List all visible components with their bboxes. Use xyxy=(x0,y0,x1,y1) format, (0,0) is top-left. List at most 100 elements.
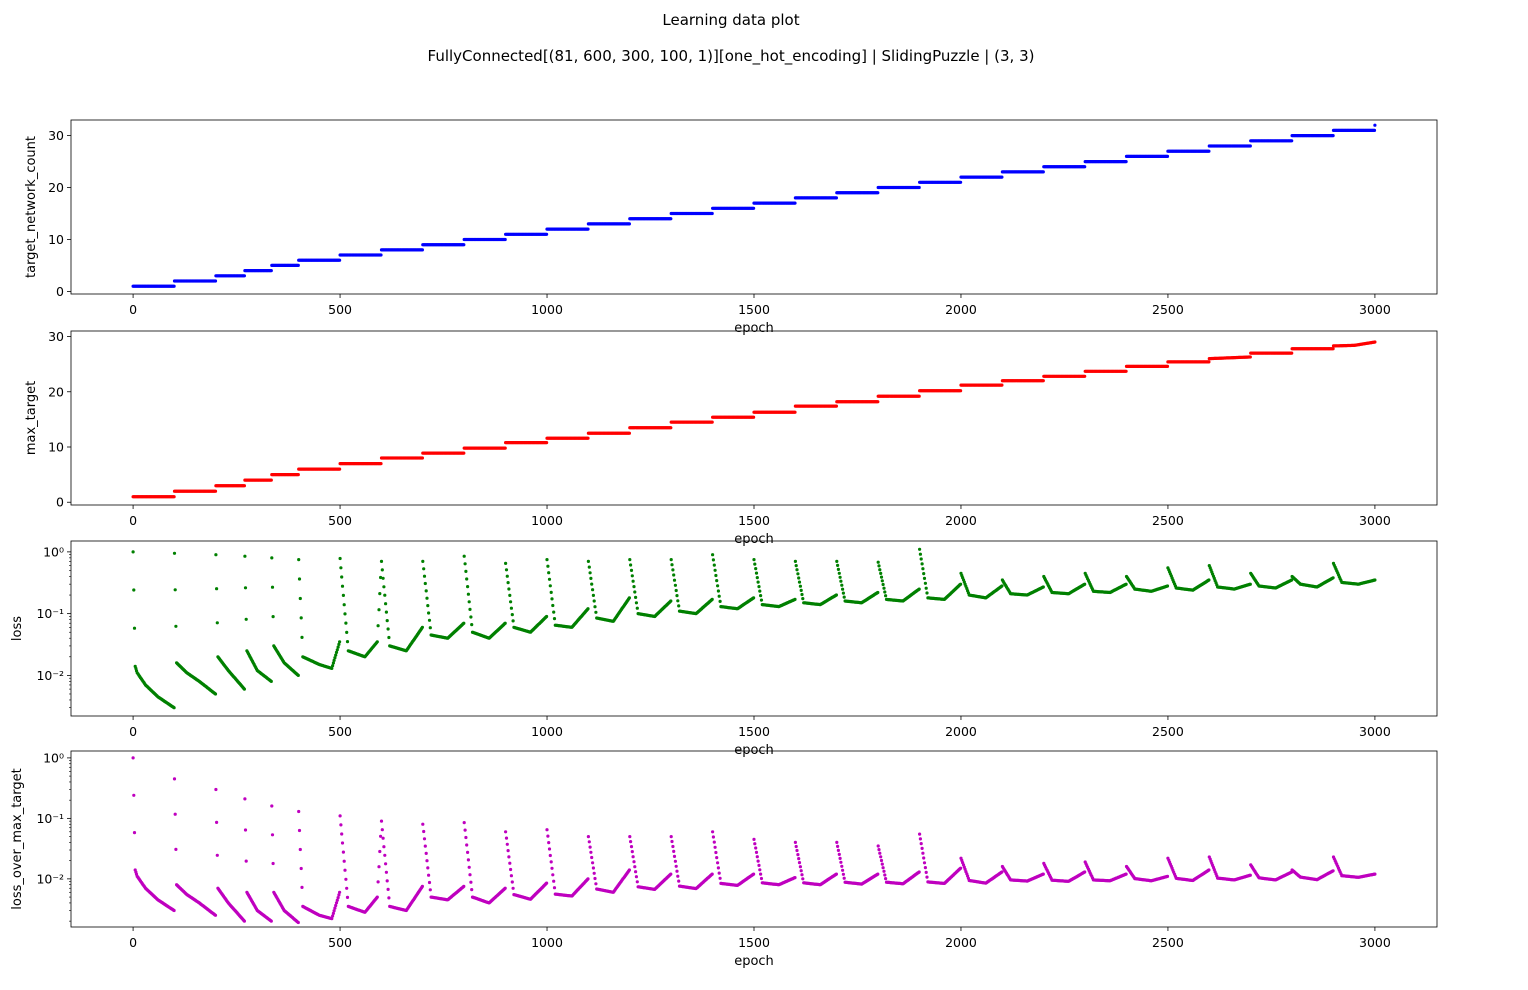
data-point xyxy=(548,584,552,588)
data-point xyxy=(841,591,846,595)
data-point xyxy=(299,866,303,871)
data-point xyxy=(296,263,300,267)
data-point xyxy=(172,706,176,710)
y-tick-label: 20 xyxy=(48,384,64,399)
data-point xyxy=(673,583,678,587)
data-point xyxy=(509,600,513,604)
data-point xyxy=(424,589,428,593)
data-point xyxy=(341,593,345,598)
data-point xyxy=(1207,578,1211,582)
data-point xyxy=(716,589,721,593)
data-point xyxy=(755,576,759,580)
data-point xyxy=(793,559,798,564)
data-point xyxy=(714,573,718,578)
x-tick-label: 1500 xyxy=(738,302,770,317)
data-point xyxy=(386,627,390,631)
data-point xyxy=(465,577,469,581)
data-point xyxy=(1165,364,1170,368)
data-point xyxy=(800,592,804,597)
data-point xyxy=(920,562,924,566)
data-point xyxy=(917,185,921,190)
data-point xyxy=(174,847,178,852)
x-tick-label: 500 xyxy=(328,302,352,317)
data-point xyxy=(243,554,247,558)
data-point xyxy=(462,621,466,625)
data-point xyxy=(752,415,756,419)
data-point xyxy=(672,573,676,577)
data-point xyxy=(923,581,928,585)
data-point xyxy=(752,596,756,600)
data-point xyxy=(710,420,714,424)
data-point xyxy=(674,588,678,593)
data-point xyxy=(919,557,923,561)
data-point xyxy=(1124,160,1128,164)
data-point xyxy=(629,568,634,573)
data-point xyxy=(242,687,246,691)
data-point xyxy=(752,558,756,562)
data-point xyxy=(591,588,595,592)
data-points-1 xyxy=(131,123,1377,288)
data-point xyxy=(270,833,275,837)
data-point xyxy=(676,599,680,603)
data-point xyxy=(586,559,591,564)
data-point xyxy=(339,823,343,827)
y-tick-label: 20 xyxy=(48,180,64,195)
data-point xyxy=(586,607,590,611)
data-points-3 xyxy=(131,547,1377,710)
data-point xyxy=(793,597,797,602)
data-point xyxy=(834,404,839,408)
data-point xyxy=(1083,374,1087,378)
data-point xyxy=(269,679,273,684)
data-point xyxy=(132,626,137,630)
data-point xyxy=(335,648,339,652)
data-point xyxy=(340,832,344,836)
data-point xyxy=(630,574,634,578)
data-points-2 xyxy=(131,340,1377,499)
data-point xyxy=(215,587,219,591)
data-point xyxy=(174,624,178,628)
data-point xyxy=(1083,165,1087,169)
data-point xyxy=(922,572,926,576)
data-point xyxy=(917,394,921,398)
data-point xyxy=(377,608,381,612)
data-point xyxy=(338,890,342,894)
data-point xyxy=(669,426,673,430)
x-tick-label: 1000 xyxy=(531,724,563,739)
data-point xyxy=(269,919,273,923)
data-point xyxy=(925,591,929,595)
data-point xyxy=(466,585,470,589)
data-point xyxy=(1041,585,1045,589)
data-point xyxy=(547,577,552,581)
data-point xyxy=(383,593,387,597)
data-point xyxy=(504,561,508,566)
data-point xyxy=(836,563,840,568)
data-point xyxy=(243,586,248,590)
data-point xyxy=(710,597,714,602)
data-point xyxy=(422,567,426,571)
y-tick-label: 10 xyxy=(48,232,64,247)
y-tick-label: 10⁻² xyxy=(36,668,64,683)
data-point xyxy=(1372,128,1377,132)
data-point xyxy=(214,553,218,557)
x-tick-label: 1500 xyxy=(738,724,770,739)
data-point xyxy=(243,828,248,832)
data-point xyxy=(380,568,384,572)
data-point xyxy=(634,595,638,600)
y-axis-label-3: loss xyxy=(10,616,25,641)
data-point xyxy=(341,850,345,854)
data-point xyxy=(298,847,302,852)
data-point xyxy=(464,569,468,574)
data-point xyxy=(379,253,383,257)
data-point xyxy=(1331,347,1335,351)
data-point xyxy=(586,436,590,440)
data-point xyxy=(270,585,275,589)
data-point xyxy=(879,575,884,579)
data-point xyxy=(752,206,756,210)
x-axis-label-3: epoch xyxy=(734,743,774,758)
y-tick-label: 30 xyxy=(48,128,64,143)
data-point xyxy=(345,630,349,635)
data-point xyxy=(503,621,507,625)
y-tick-label: 30 xyxy=(48,329,64,344)
data-point xyxy=(546,564,550,568)
